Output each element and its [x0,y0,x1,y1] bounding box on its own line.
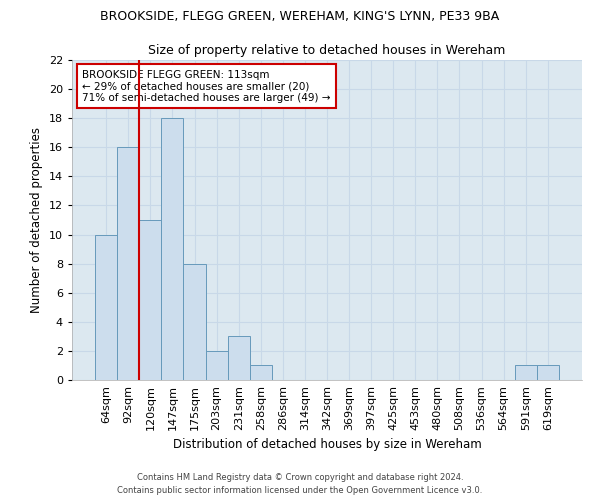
Bar [117,148,139,380]
Bar [537,366,559,380]
Text: Contains HM Land Registry data © Crown copyright and database right 2024.
Contai: Contains HM Land Registry data © Crown c… [118,474,482,495]
Text: BROOKSIDE FLEGG GREEN: 113sqm
← 29% of detached houses are smaller (20)
71% of s: BROOKSIDE FLEGG GREEN: 113sqm ← 29% of d… [82,70,331,103]
X-axis label: Distribution of detached houses by size in Wereham: Distribution of detached houses by size … [173,438,481,451]
Bar [184,264,206,380]
Text: BROOKSIDE, FLEGG GREEN, WEREHAM, KING'S LYNN, PE33 9BA: BROOKSIDE, FLEGG GREEN, WEREHAM, KING'S … [100,10,500,23]
Bar [95,234,117,380]
Bar [139,220,161,380]
Bar [206,351,227,380]
Bar [161,118,184,380]
Bar [227,336,250,380]
Bar [250,366,272,380]
Bar [515,366,537,380]
Y-axis label: Number of detached properties: Number of detached properties [30,127,43,313]
Title: Size of property relative to detached houses in Wereham: Size of property relative to detached ho… [148,44,506,58]
